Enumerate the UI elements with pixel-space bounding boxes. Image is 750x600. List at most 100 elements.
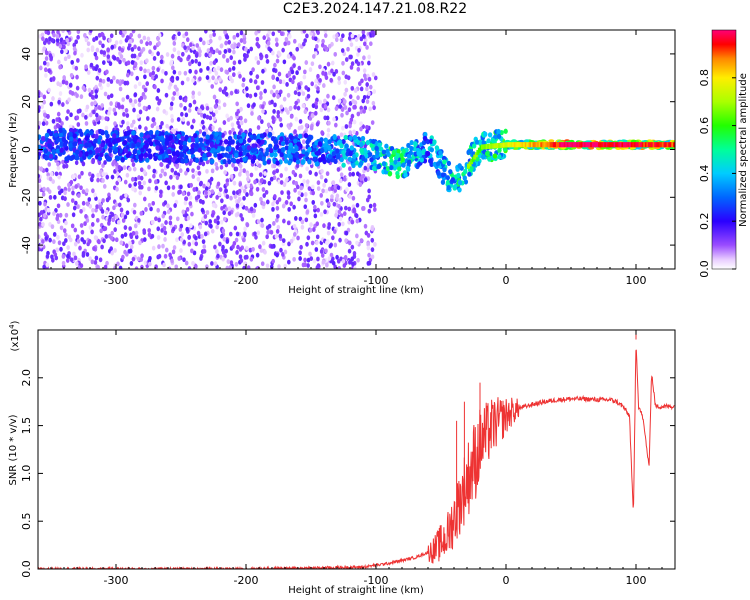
spectrogram-point — [111, 161, 115, 167]
spectrogram-point — [170, 113, 174, 119]
spectrogram-point — [202, 113, 207, 119]
spectrogram-point — [120, 212, 125, 218]
spectrogram-point — [59, 246, 63, 252]
spectrogram-point — [227, 211, 232, 216]
spectrogram-point — [294, 100, 299, 106]
spectrogram-point — [213, 104, 218, 109]
spectrogram-point — [344, 124, 349, 129]
spectrogram-point — [374, 145, 379, 151]
spectrogram-point — [304, 217, 309, 223]
spectrogram-point — [129, 71, 134, 77]
spectrogram-point — [119, 195, 124, 201]
spectrogram-point — [261, 108, 265, 114]
spectrogram-point — [144, 207, 148, 212]
spectrogram-point — [191, 240, 196, 245]
spectrogram-point — [373, 241, 377, 247]
spectrogram-point — [249, 78, 253, 84]
spectrogram-point — [161, 213, 166, 219]
spectrogram-point — [355, 240, 359, 246]
spectrogram-point — [72, 42, 77, 48]
spectrogram-point — [338, 104, 343, 109]
spectrogram-point — [176, 133, 181, 139]
spectrogram-point — [298, 119, 303, 124]
spectrogram-point — [359, 238, 364, 244]
spectrogram-point — [272, 221, 276, 226]
spectrogram-point — [54, 255, 59, 261]
spectrogram-point — [361, 206, 366, 211]
spectrogram-point — [326, 133, 331, 138]
spectrogram-point — [305, 166, 309, 172]
spectrogram-point — [225, 113, 229, 119]
spectrogram-point — [344, 57, 349, 62]
spectrogram-point — [308, 227, 313, 233]
spectrogram-point — [303, 69, 307, 75]
spectrogram-point — [292, 38, 297, 44]
spectrogram-point — [42, 40, 47, 46]
spectrogram-point — [361, 98, 366, 104]
spectrogram-point — [315, 150, 320, 156]
spectrogram-point — [102, 50, 107, 55]
spectrogram-point — [79, 223, 84, 228]
spectrogram-point — [98, 78, 103, 84]
spectrogram-point — [186, 76, 190, 82]
spectrogram-point — [253, 202, 258, 208]
spectrogram-point — [286, 190, 291, 196]
spectrogram-point — [114, 237, 119, 243]
spectrogram-point — [419, 157, 424, 163]
spectrogram-point — [72, 174, 76, 180]
spectrogram-point — [308, 170, 313, 175]
spectrogram-point — [58, 127, 63, 134]
spectrogram-point — [172, 245, 177, 250]
spectrogram-point — [218, 153, 223, 160]
spectrogram-point — [42, 99, 46, 105]
spectrogram-point — [206, 182, 211, 187]
spectrogram-point — [198, 108, 202, 114]
spectrogram-point — [48, 195, 53, 200]
y-tick-label: 0.0 — [20, 560, 33, 578]
spectrogram-point — [184, 134, 189, 140]
spectrogram-point — [359, 121, 363, 127]
spectrogram-point — [142, 230, 147, 235]
colorbar-label: Normalized spectral amplitude — [738, 73, 749, 227]
spectrogram-point — [326, 230, 331, 236]
spectrogram-point — [90, 259, 95, 265]
spectrogram-point — [127, 137, 133, 143]
spectrogram-point — [193, 171, 198, 176]
spectrogram-point — [210, 158, 215, 164]
spectrogram-point — [348, 130, 353, 136]
spectrogram-point — [52, 211, 56, 216]
spectrogram-point — [184, 196, 189, 202]
spectrogram-point — [357, 33, 361, 39]
spectrogram-point — [38, 65, 43, 71]
spectrogram-point — [350, 113, 355, 119]
spectrogram-point — [332, 134, 337, 140]
spectrogram-point — [52, 32, 56, 38]
spectrogram-point — [43, 201, 47, 207]
spectrogram-point — [272, 175, 277, 181]
spectrogram-point — [113, 121, 117, 126]
spectrogram-point — [76, 58, 80, 63]
spectrogram-point — [62, 44, 66, 50]
spectrogram-point — [101, 178, 105, 183]
spectrogram-point — [356, 257, 360, 263]
spectrogram-point — [119, 240, 124, 246]
spectrogram-point — [99, 228, 103, 234]
spectrogram-point — [496, 128, 501, 135]
spectrogram-point — [205, 264, 209, 269]
spectrogram-point — [350, 244, 355, 250]
spectrogram-point — [225, 239, 230, 244]
spectrogram-point — [95, 75, 100, 81]
spectrogram-point — [328, 243, 333, 249]
spectrogram-point — [352, 134, 358, 141]
spectrogram-point — [347, 182, 352, 187]
spectrogram-point — [259, 248, 264, 253]
spectrogram-point — [307, 146, 312, 153]
spectrogram-point — [295, 184, 300, 190]
spectrogram-point — [302, 30, 307, 34]
spectrogram-point — [229, 174, 234, 179]
spectrogram-point — [117, 164, 122, 170]
spectrogram-point — [224, 91, 229, 97]
spectrogram-point — [154, 74, 159, 79]
spectrogram-point — [311, 184, 315, 190]
spectrogram-point — [348, 172, 352, 177]
